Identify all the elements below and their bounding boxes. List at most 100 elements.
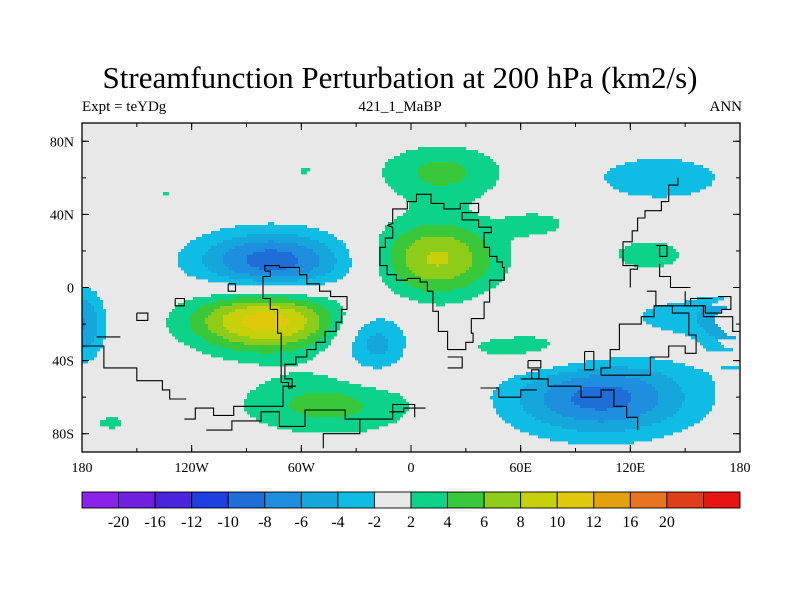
contour-cell xyxy=(406,282,472,286)
contour-cell xyxy=(427,261,448,265)
contour-cell xyxy=(229,282,325,286)
contour-cell xyxy=(589,375,625,379)
contour-cell xyxy=(355,357,400,361)
contour-cell xyxy=(256,417,400,421)
contour-cell xyxy=(391,252,406,256)
contour-cell xyxy=(472,231,547,235)
contour-cell xyxy=(235,270,310,274)
contour-cell xyxy=(220,345,307,349)
contour-cell xyxy=(322,336,334,340)
contour-cell xyxy=(88,300,103,304)
contour-cell xyxy=(211,312,229,316)
contour-cell xyxy=(409,201,472,205)
contour-cell xyxy=(97,327,106,331)
colorbar-swatch xyxy=(337,491,375,509)
contour-cell xyxy=(472,258,490,262)
y-tick-label: 40S xyxy=(52,355,74,370)
contour-cell xyxy=(169,315,190,319)
contour-cell xyxy=(82,300,88,304)
contour-cell xyxy=(325,243,346,247)
contour-cell xyxy=(502,381,532,385)
coastline xyxy=(447,356,463,369)
contour-cell xyxy=(247,258,298,262)
contour-cell xyxy=(352,354,403,358)
contour-cell xyxy=(211,231,328,235)
contour-cell xyxy=(343,393,400,397)
y-tick-label: 40N xyxy=(50,208,74,223)
contour-cell xyxy=(82,318,85,322)
contour-cell xyxy=(625,375,667,379)
contour-cell xyxy=(481,276,505,280)
contour-cell xyxy=(82,297,100,301)
contour-cell xyxy=(481,342,550,346)
coastline xyxy=(322,419,361,449)
colorbar-swatch xyxy=(410,491,449,509)
contour-cell xyxy=(82,321,85,325)
colorbar-swatch xyxy=(629,491,668,509)
contour-cell xyxy=(268,240,274,244)
contour-cell xyxy=(97,315,106,319)
contour-cell xyxy=(382,279,403,283)
contour-cell xyxy=(562,414,640,418)
contour-cell xyxy=(352,342,367,346)
contour-cell xyxy=(412,243,466,247)
contour-cell xyxy=(313,249,331,253)
contour-cell xyxy=(178,252,205,256)
colorbar-swatch xyxy=(666,491,704,509)
contour-cell xyxy=(394,219,559,223)
contour-cell xyxy=(580,405,622,409)
contour-cell xyxy=(667,417,703,421)
contour-cell xyxy=(232,303,295,307)
contour-cell xyxy=(304,324,319,328)
contour-cell xyxy=(391,261,406,265)
contour-cell xyxy=(520,402,544,406)
contour-cell xyxy=(400,234,478,238)
contour-cell xyxy=(418,171,466,175)
contour-cell xyxy=(91,342,103,346)
contour-cell xyxy=(82,309,94,313)
x-tick-label: 60E xyxy=(509,461,532,476)
contour-cell xyxy=(295,264,319,268)
contour-cell xyxy=(301,168,310,172)
contour-cell xyxy=(550,387,583,391)
contour-cell xyxy=(307,246,328,250)
coastline xyxy=(227,283,237,292)
contour-cell xyxy=(292,252,316,256)
contour-cell xyxy=(625,246,673,250)
contour-cell xyxy=(313,267,334,271)
contour-cell xyxy=(319,264,334,268)
contour-cell xyxy=(631,396,658,400)
contour-cell xyxy=(298,273,325,277)
contour-cell xyxy=(439,264,472,268)
contour-cell xyxy=(481,348,541,352)
contour-cell xyxy=(355,336,370,340)
contour-cell xyxy=(211,246,235,250)
contour-cell xyxy=(232,348,298,352)
contour-cell xyxy=(94,336,106,340)
contour-cell xyxy=(622,387,655,391)
contour-cell xyxy=(385,177,421,181)
contour-cell xyxy=(553,366,601,370)
contour-cell xyxy=(358,411,406,415)
contour-cell xyxy=(520,390,547,394)
contour-cell xyxy=(331,270,349,274)
contour-cell xyxy=(538,378,571,382)
contour-cell xyxy=(697,339,718,343)
contour-cell xyxy=(658,399,685,403)
contour-cell xyxy=(235,309,295,313)
contour-cell xyxy=(274,240,319,244)
contour-cell xyxy=(631,393,658,397)
contour-cell xyxy=(412,228,466,232)
contour-cell xyxy=(190,324,208,328)
contour-cell xyxy=(562,381,646,385)
contour-cell xyxy=(646,321,697,325)
contour-cell xyxy=(673,378,712,382)
contour-cell xyxy=(223,315,244,319)
contour-cell xyxy=(658,402,682,406)
contour-cell xyxy=(388,183,433,187)
coastlines xyxy=(82,177,740,449)
contour-cell xyxy=(283,315,304,319)
contour-cell xyxy=(82,330,97,334)
colorbar-swatch xyxy=(593,491,631,509)
contour-cell xyxy=(706,306,727,310)
